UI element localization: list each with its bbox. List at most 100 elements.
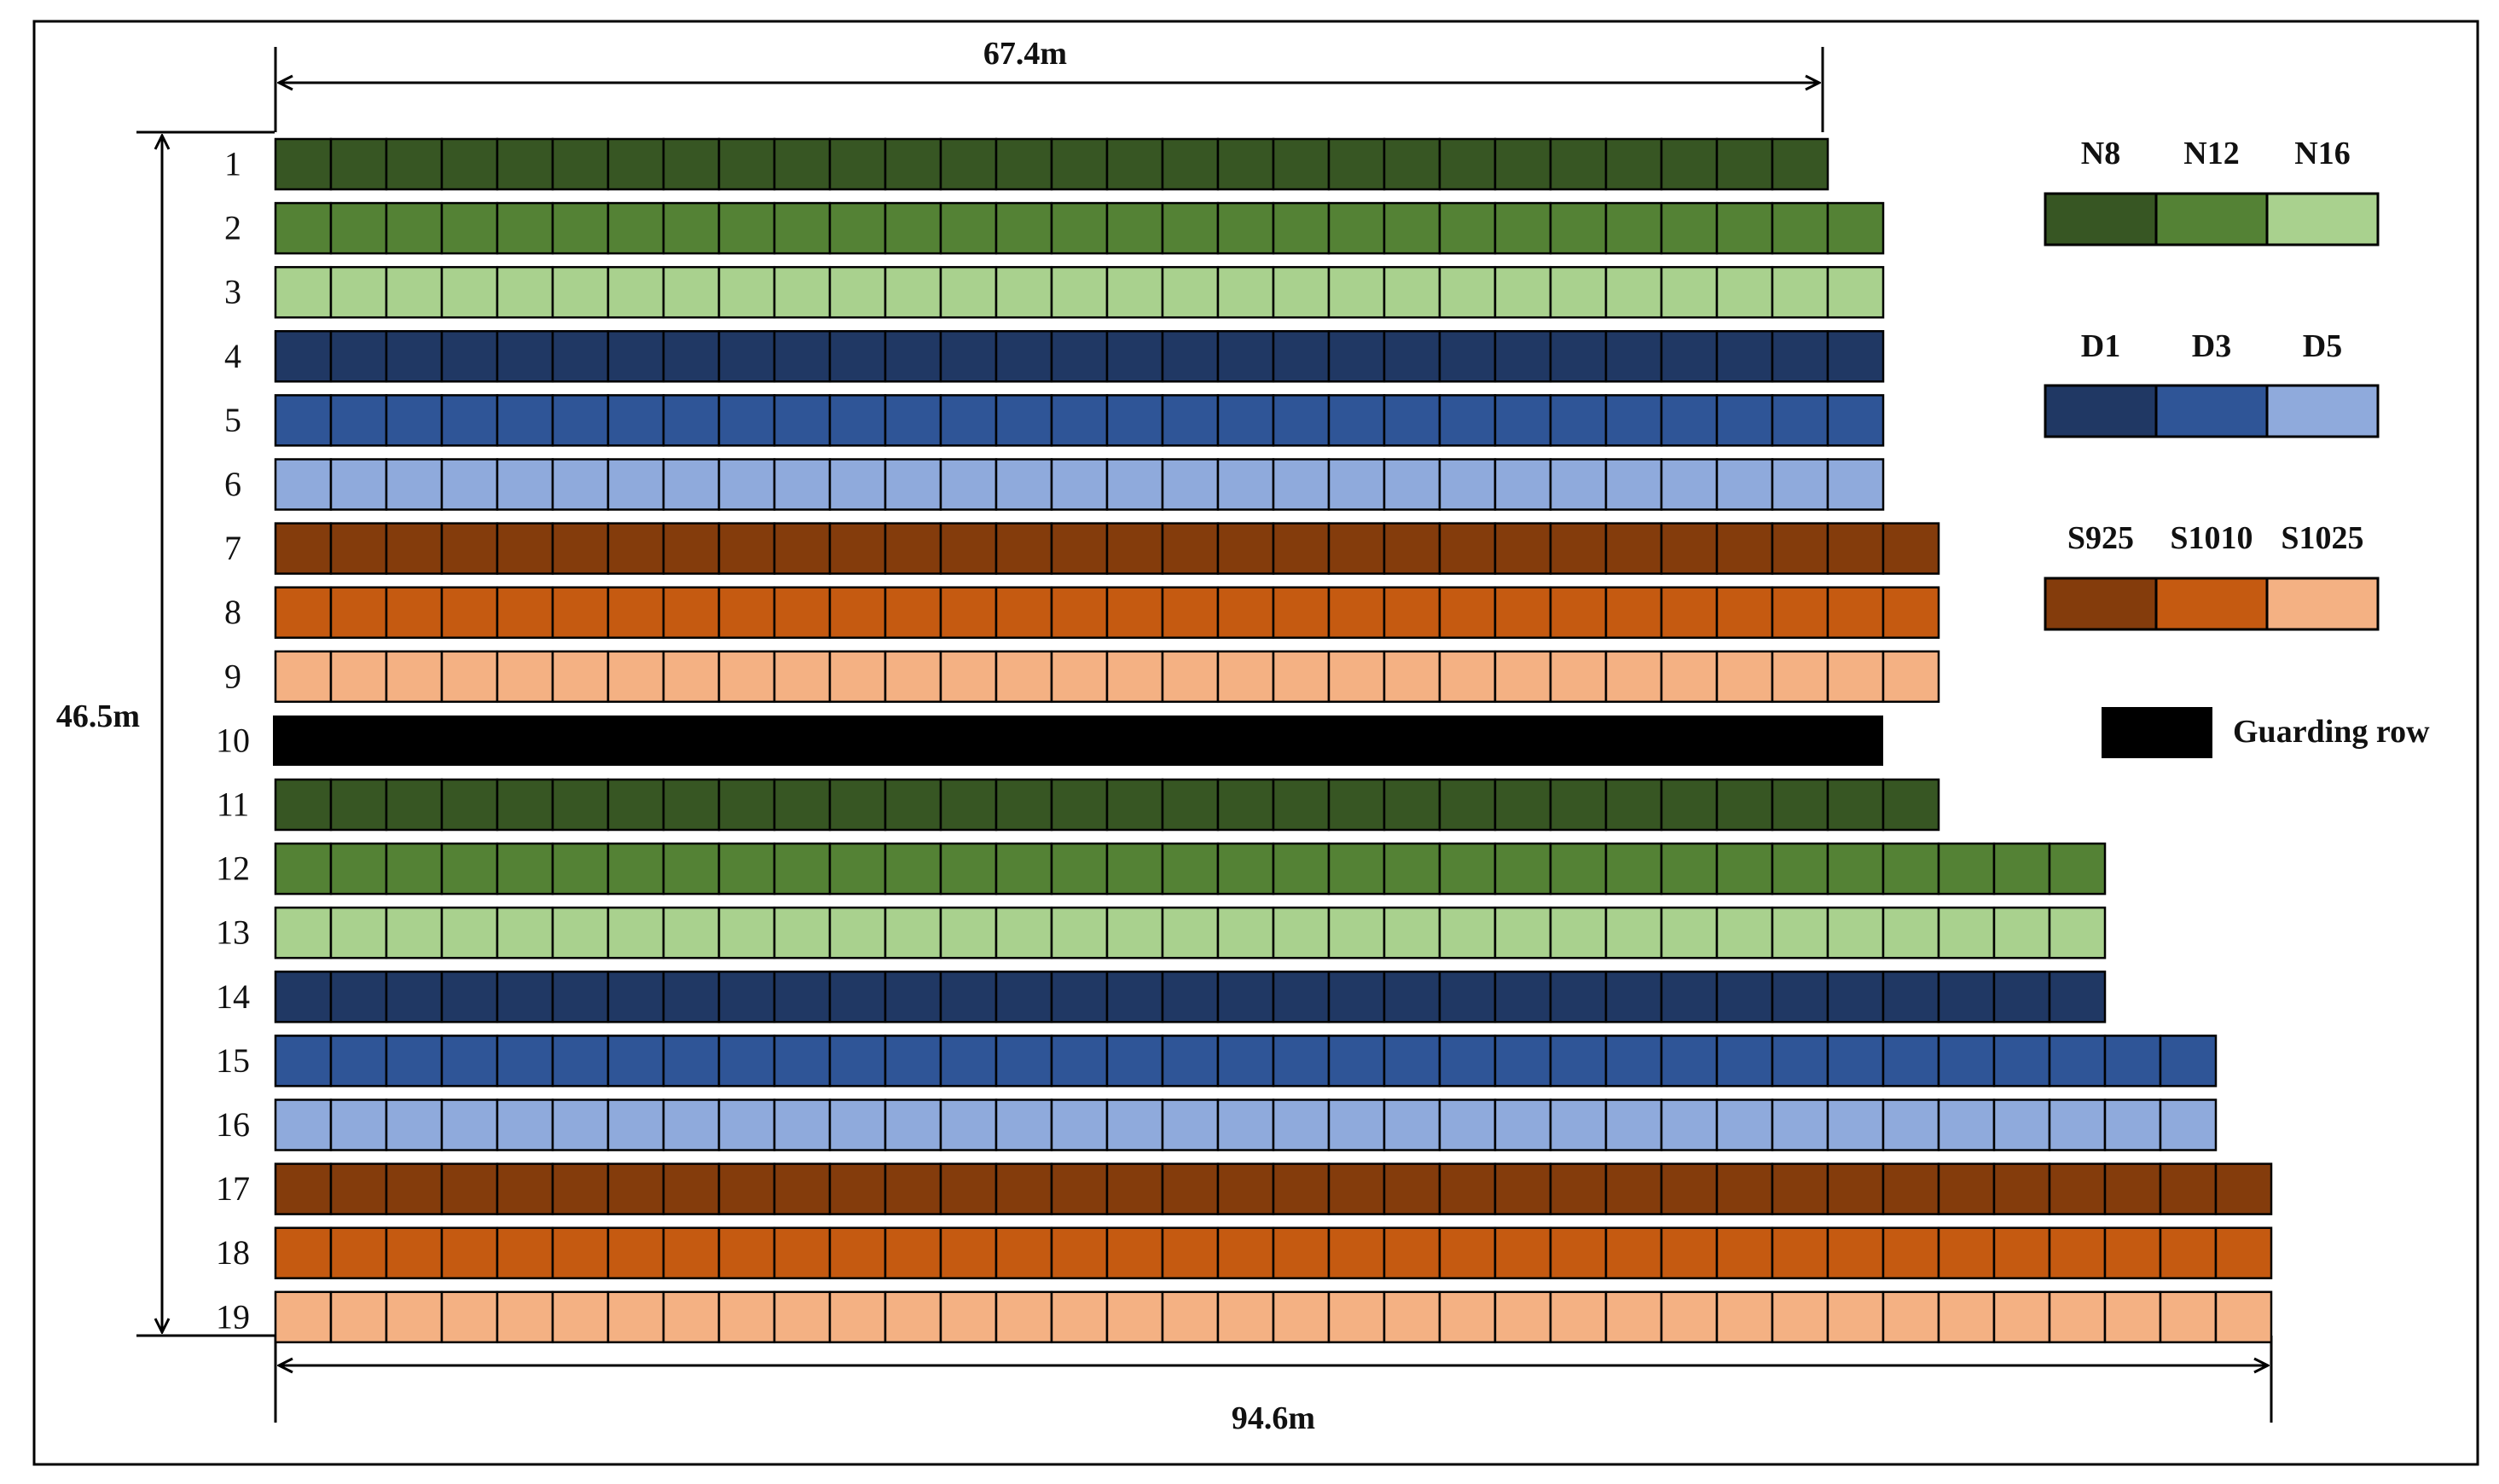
plot-cell [385,522,444,575]
plot-cell [994,650,1053,704]
plot-cell [1493,265,1552,319]
plot-cell [1992,1162,2051,1215]
plot-cell [828,906,887,959]
plot-cell [828,265,887,319]
plot-cell [1383,1162,1441,1215]
plot-cell [939,650,998,704]
plot-cell [1438,650,1497,704]
row-number-label: 1 [224,145,241,183]
plot-cell [773,201,832,255]
plot-cell [1050,201,1109,255]
plot-cell [1549,586,1608,639]
legend-guard-label: Guarding row [2233,714,2430,750]
plot-cell [1105,265,1164,319]
plot-cell [828,1099,887,1151]
plot-cell [1216,137,1275,191]
plot-cell [662,394,721,447]
plot-cell [1715,265,1774,319]
plot-cell [1327,906,1386,959]
row-number-label: 16 [216,1105,250,1144]
legend-swatch [2265,577,2380,631]
plot-cell [496,586,554,639]
plot-cell [773,1162,832,1215]
plot-cell [828,522,887,575]
legend-label: S1010 [2170,520,2253,556]
plot-cell [717,1099,776,1151]
plot-cell [1826,330,1885,383]
plot-cell [1161,137,1220,191]
row-number-label: 8 [224,593,241,631]
plot-cell [939,586,998,639]
plot-cell [1771,842,1829,896]
plot-cell [1327,842,1386,896]
plot-cell [773,265,832,319]
plot-cell [884,906,942,959]
plot-cell [1771,778,1829,832]
plot-cell [884,265,942,319]
plot-cell [1105,458,1164,511]
plot-cell [773,1290,832,1344]
plot-cell [1493,137,1552,191]
row-number-label: 18 [216,1233,250,1272]
plot-cell [1549,137,1608,191]
plot-cell [2103,1162,2162,1215]
plot-cell [1549,1226,1608,1279]
plot-cell [1050,458,1109,511]
top-dimension-label: 67.4m [983,36,1067,72]
plot-cell [884,458,942,511]
plot-cell [1493,458,1552,511]
plot-cell [1438,1290,1497,1344]
plot-cell [1604,137,1663,191]
plot-cell [828,458,887,511]
legend-swatch [2044,577,2158,631]
plot-cell [1327,137,1386,191]
plot-cell [1216,1035,1275,1087]
plot-cell [496,650,554,704]
plot-cell [385,1290,444,1344]
plot-cell [662,1290,721,1344]
plot-cell [994,1290,1053,1344]
plot-cell [939,1162,998,1215]
plot-cell [440,201,499,255]
plot-cell [1937,1099,1996,1151]
plot-cell [274,586,333,639]
plot-cell [1383,650,1441,704]
plot-cell [1992,906,2051,959]
plot-cell [1493,906,1552,959]
plot-cell [606,842,665,896]
plot-cell [606,201,665,255]
plot-cell [329,778,388,832]
plot-cell [1549,906,1608,959]
plot-cell [1660,137,1719,191]
plot-cell [329,265,388,319]
plot-cell [1549,394,1608,447]
plot-cell [717,137,776,191]
plot-cell [1272,1035,1331,1087]
row-number-label: 2 [224,209,241,247]
plot-cell [606,394,665,447]
plot-cell [1660,971,1719,1023]
plot-row-10: 10 [216,715,1883,766]
plot-cell [1327,522,1386,575]
plot-cell [994,330,1053,383]
plot-cell [1715,778,1774,832]
plot-cell [939,394,998,447]
plot-cell [1604,458,1663,511]
plot-cell [1105,650,1164,704]
plot-cell [1272,842,1331,896]
plot-cell [440,1162,499,1215]
plot-cell [1826,458,1885,511]
plot-cell [1105,778,1164,832]
plot-cell [1105,1099,1164,1151]
legend-swatch [2154,577,2269,631]
legend-label: N8 [2081,136,2120,171]
plot-cell [1216,906,1275,959]
plot-cell [1050,778,1109,832]
plot-cell [2048,906,2107,959]
plot-row-6: 6 [224,458,1885,511]
plot-cell [1105,842,1164,896]
plot-cell [440,137,499,191]
plot-cell [1604,201,1663,255]
plot-cell [994,778,1053,832]
plot-cell [1771,394,1829,447]
